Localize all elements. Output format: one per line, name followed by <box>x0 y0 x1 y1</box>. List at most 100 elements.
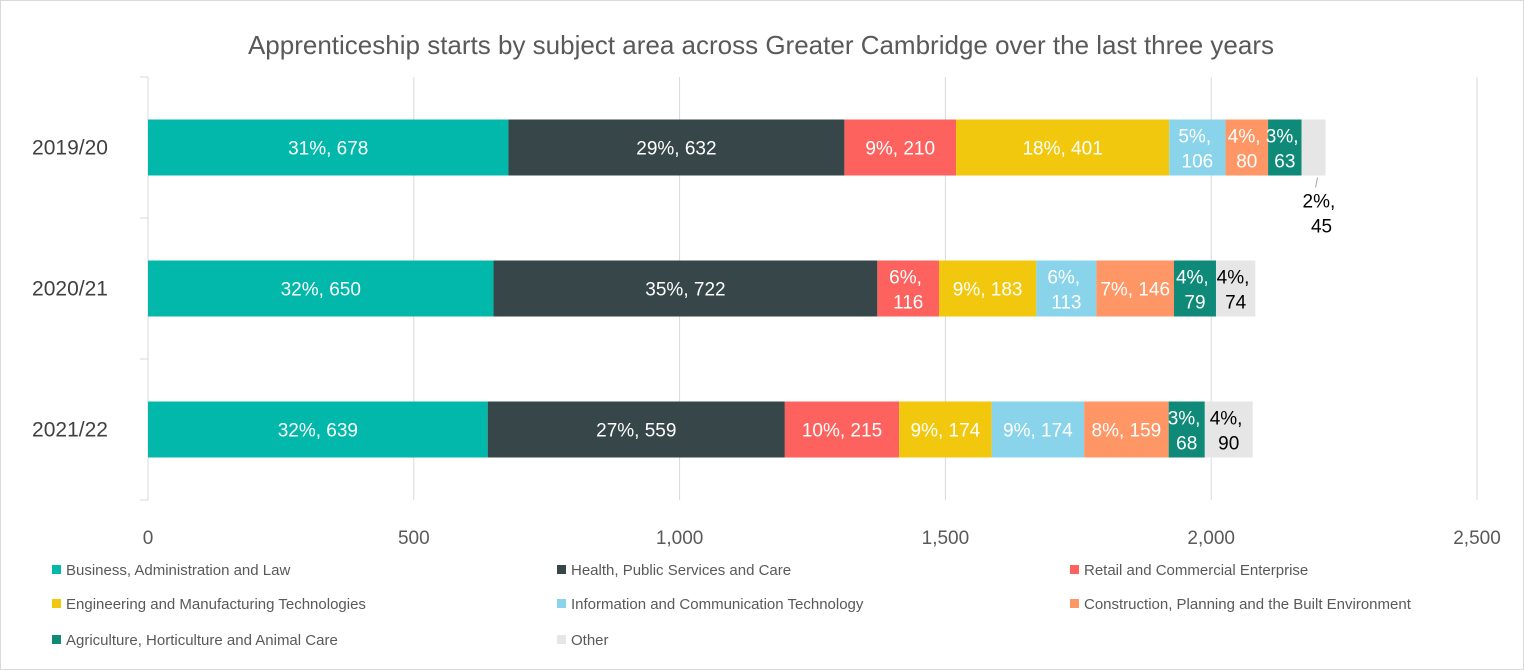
bar-segment <box>1168 401 1205 458</box>
data-label: 5%, 106 <box>1178 127 1216 173</box>
data-label-line: 10%, 215 <box>802 421 882 442</box>
data-label: 18%, 401 <box>1022 139 1102 160</box>
data-label-line: 7%, 146 <box>1100 280 1170 301</box>
bar-segment <box>784 401 900 458</box>
data-label: 4%, 90 <box>1210 409 1248 455</box>
legend-label: Engineering and Manufacturing Technologi… <box>66 596 366 613</box>
data-label-line: 45 <box>1311 217 1332 238</box>
legend-swatch <box>557 635 566 644</box>
bar-segment <box>991 401 1085 458</box>
x-tick-label: 1,000 <box>656 528 704 549</box>
data-label-line: 2%, <box>1303 192 1341 213</box>
y-tick-label: 2020/21 <box>32 278 108 301</box>
data-label: 29%, 632 <box>636 139 716 160</box>
bar-segment <box>1169 119 1226 176</box>
data-label: 8%, 159 <box>1092 421 1162 442</box>
data-label-line: 31%, 678 <box>288 139 368 160</box>
data-label: 35%, 722 <box>645 280 725 301</box>
bar-segment <box>487 401 785 458</box>
data-label: 4%, 74 <box>1217 268 1255 314</box>
legend-label: Business, Administration and Law <box>66 562 290 579</box>
data-label-line: 4%, <box>1176 268 1214 289</box>
data-label: 10%, 215 <box>802 421 882 442</box>
legend-label: Retail and Commercial Enterprise <box>1084 562 1308 579</box>
legend-swatch <box>557 599 566 608</box>
data-label-line: 27%, 559 <box>596 421 676 442</box>
data-label-line: 29%, 632 <box>636 139 716 160</box>
bar-segment <box>493 260 878 317</box>
bar-segment <box>844 119 957 176</box>
data-label-line: 3%, <box>1168 409 1206 430</box>
data-label: 7%, 146 <box>1100 280 1170 301</box>
data-label: 9%, 174 <box>1003 421 1073 442</box>
data-label: 27%, 559 <box>596 421 676 442</box>
data-label-line: 9%, 174 <box>911 421 981 442</box>
bar-segment <box>148 260 494 317</box>
data-label-line: 80 <box>1236 152 1257 173</box>
x-tick-label: 2,000 <box>1187 528 1235 549</box>
data-label-line: 32%, 639 <box>278 421 358 442</box>
data-label: 6%, 113 <box>1047 268 1085 314</box>
bar-segment <box>1215 260 1256 317</box>
data-label: 9%, 174 <box>911 421 981 442</box>
x-tick-label: 500 <box>398 528 430 549</box>
chart-title: Apprenticeship starts by subject area ac… <box>247 30 1275 60</box>
bar-segment <box>508 119 845 176</box>
bar-segment <box>148 119 509 176</box>
data-label: 4%, 79 <box>1176 268 1214 314</box>
data-label-line: 106 <box>1182 152 1214 173</box>
data-label-line: 18%, 401 <box>1022 139 1102 160</box>
data-label-line: 90 <box>1218 434 1239 455</box>
legend-label: Information and Communication Technology <box>571 596 864 613</box>
data-label-line: 3%, <box>1266 127 1304 148</box>
data-label-line: 68 <box>1176 434 1197 455</box>
data-label-line: 9%, 210 <box>865 139 935 160</box>
bar-segment <box>1301 119 1326 176</box>
bar-segment <box>899 401 992 458</box>
data-label: 4%, 80 <box>1228 127 1266 173</box>
bar-segment <box>1084 401 1169 458</box>
data-label: 32%, 639 <box>278 421 358 442</box>
bar-segment <box>1173 260 1216 317</box>
data-label: 6%, 116 <box>889 268 927 314</box>
bar-segment <box>148 401 488 458</box>
legend-swatch <box>557 565 566 574</box>
data-label: 3%, 63 <box>1266 127 1304 173</box>
data-label-line: 79 <box>1184 293 1205 314</box>
legend-swatch <box>52 635 61 644</box>
data-label-line: 5%, <box>1178 127 1216 148</box>
x-tick-label: 0 <box>143 528 154 549</box>
data-label-line: 113 <box>1051 293 1081 314</box>
bar-segment <box>1036 260 1097 317</box>
data-label-line: 4%, <box>1210 409 1248 430</box>
data-label-line: 116 <box>893 293 923 314</box>
data-label: 31%, 678 <box>288 139 368 160</box>
data-label: 3%, 68 <box>1168 409 1206 455</box>
bar-segment <box>1096 260 1174 317</box>
data-label: 9%, 183 <box>953 280 1023 301</box>
legend-label: Health, Public Services and Care <box>571 562 791 579</box>
legend-swatch <box>1070 599 1079 608</box>
x-tick-label: 1,500 <box>922 528 970 549</box>
data-label-line: 32%, 650 <box>281 280 361 301</box>
y-tick-label: 2021/22 <box>32 419 108 442</box>
legend-swatch <box>52 565 61 574</box>
bar-segment <box>956 119 1170 176</box>
legend-label: Construction, Planning and the Built Env… <box>1084 596 1412 613</box>
data-label-line: 9%, 183 <box>953 280 1023 301</box>
legend-label: Other <box>571 632 609 649</box>
legend-label: Agriculture, Horticulture and Animal Car… <box>66 632 338 649</box>
data-label-line: 4%, <box>1217 268 1255 289</box>
data-label: 9%, 210 <box>865 139 935 160</box>
bar-segment <box>1225 119 1269 176</box>
bar-segment <box>877 260 940 317</box>
x-tick-label: 2,500 <box>1453 528 1501 549</box>
bar-segment <box>939 260 1037 317</box>
y-tick-label: 2019/20 <box>32 137 108 160</box>
data-label-line: 63 <box>1274 152 1295 173</box>
data-label-line: 9%, 174 <box>1003 421 1073 442</box>
data-label: 2%, 45 <box>1303 192 1341 238</box>
legend-swatch <box>1070 565 1079 574</box>
data-label-line: 8%, 159 <box>1092 421 1162 442</box>
legend-swatch <box>52 599 61 608</box>
